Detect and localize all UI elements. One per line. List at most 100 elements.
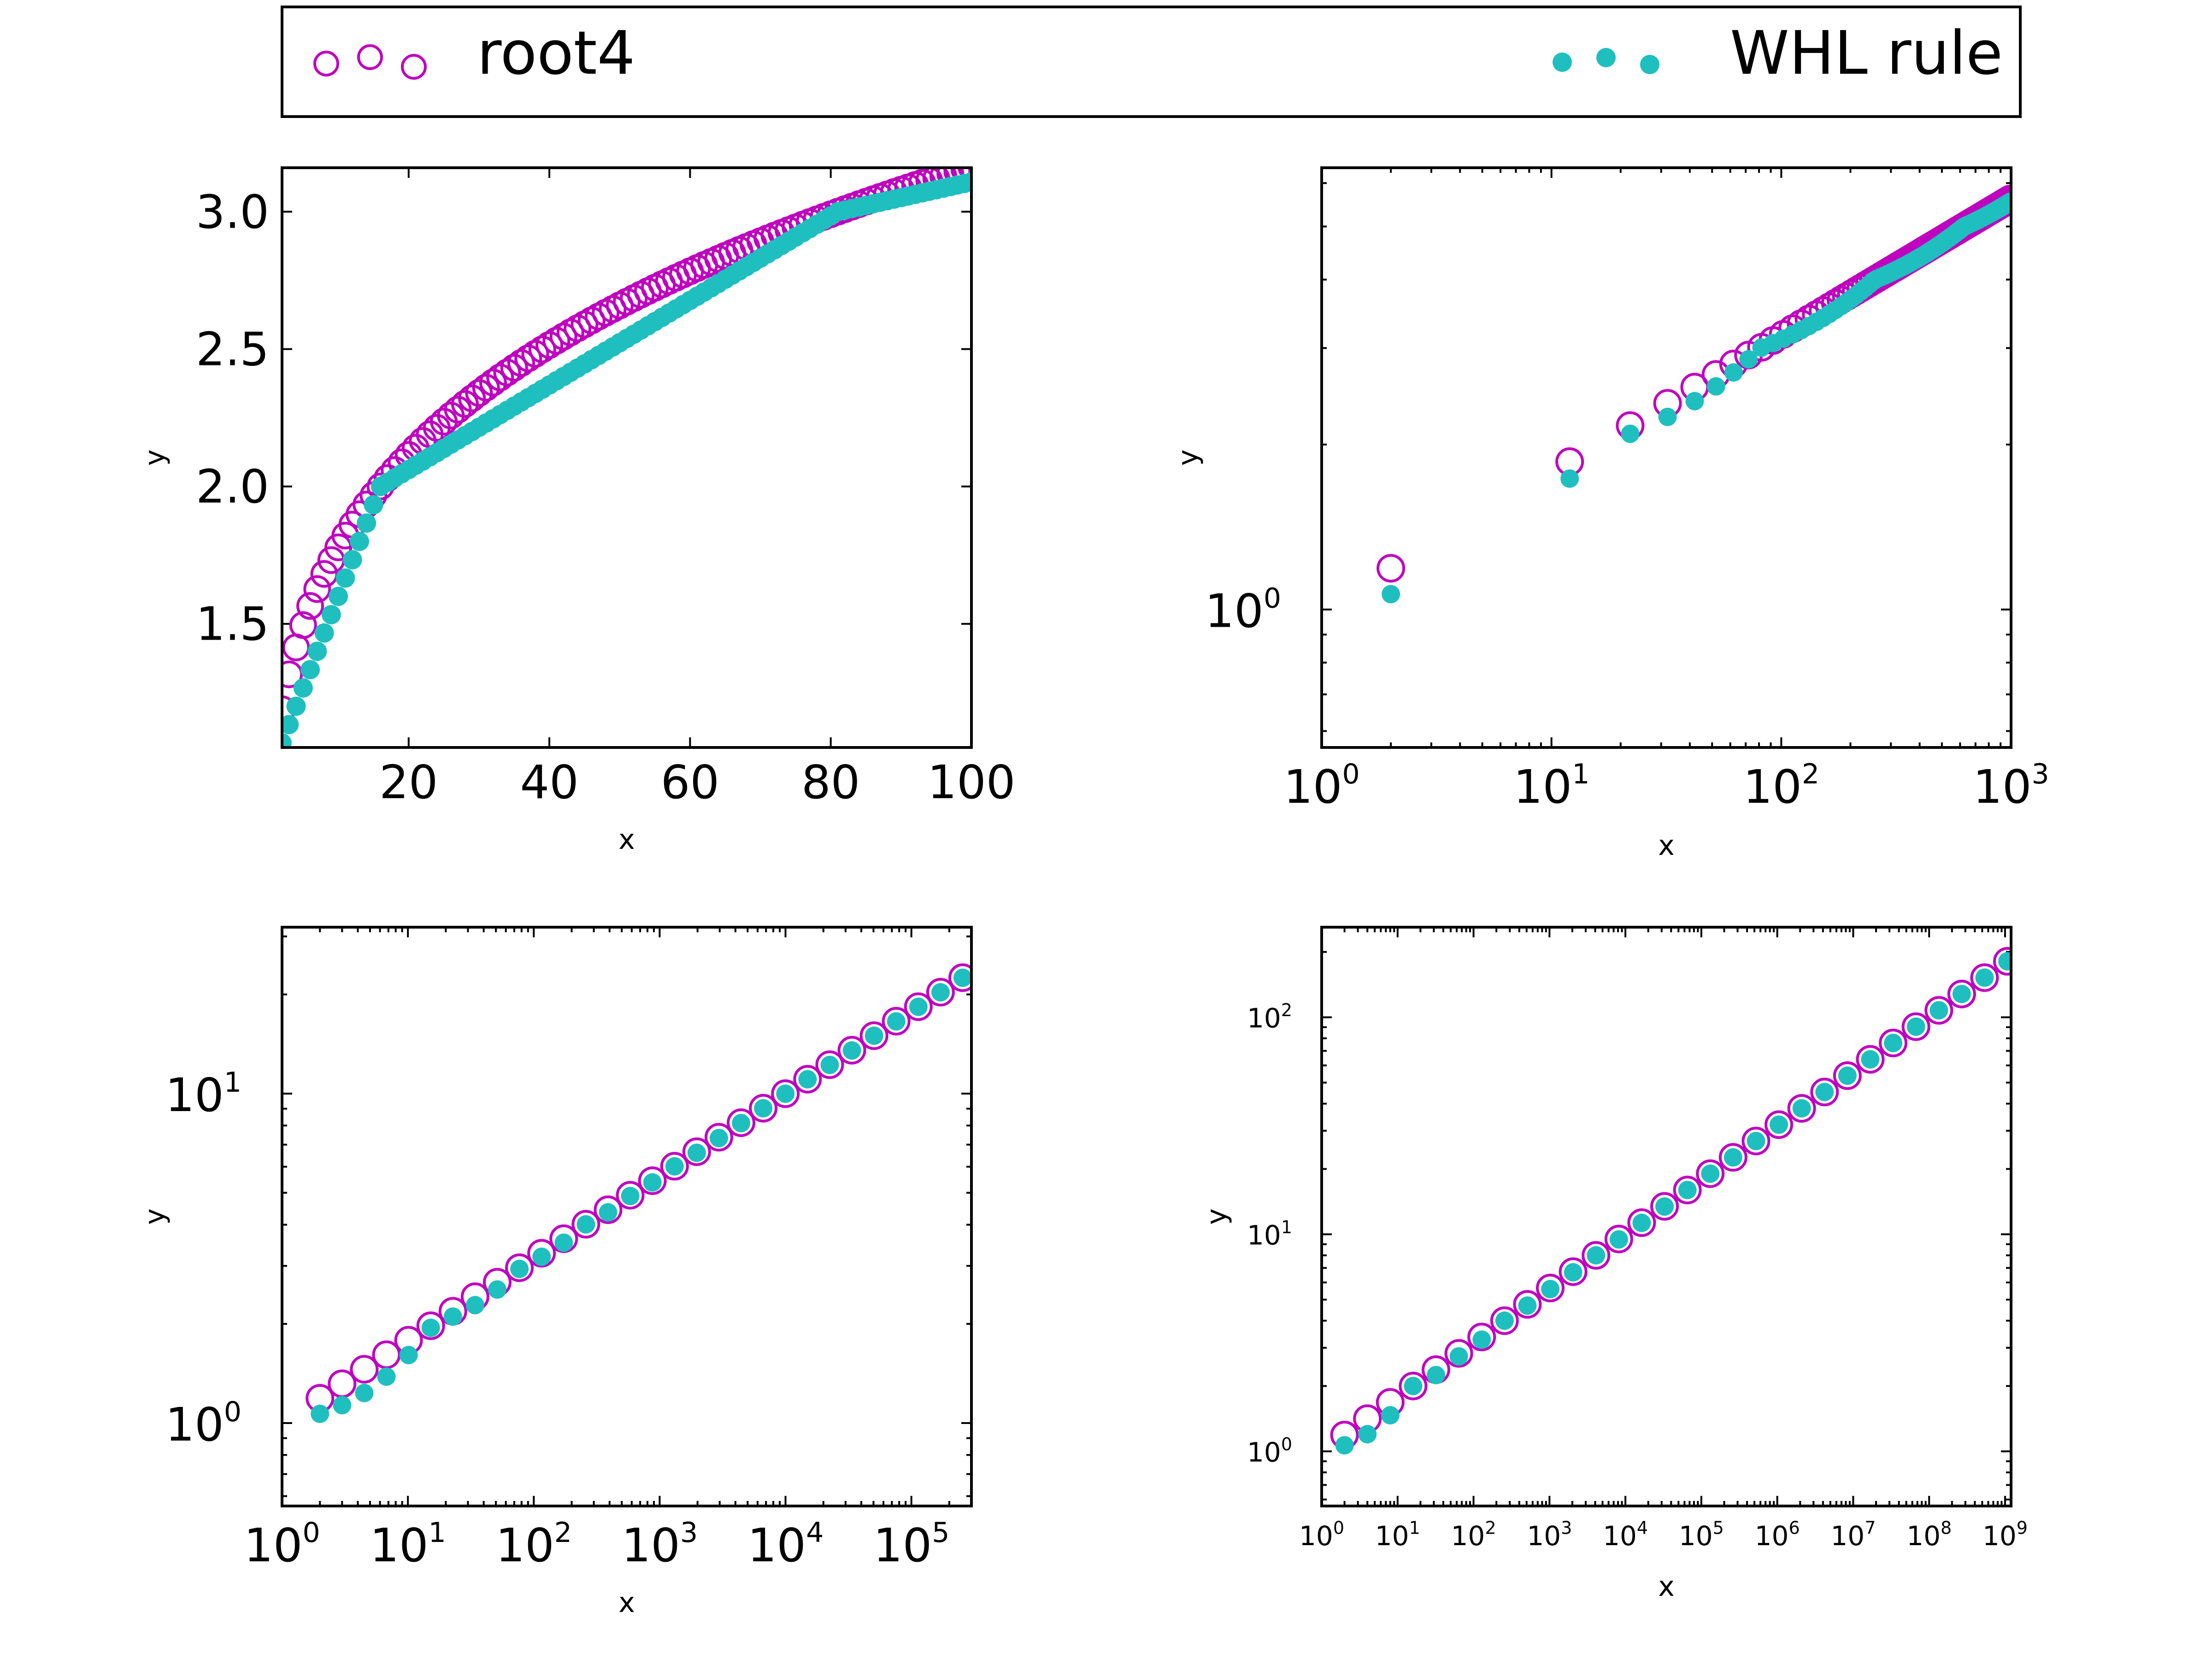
whl-point [1815, 1082, 1834, 1101]
plot-area [306, 958, 971, 1423]
x-tick-label: 101 [1375, 1518, 1420, 1552]
root4-point [527, 1239, 556, 1268]
x-tick-label: 105 [873, 1517, 949, 1572]
root4-point [479, 368, 507, 396]
whl-point [355, 1383, 374, 1402]
root4-point [507, 349, 535, 377]
x-tick-label: 107 [1830, 1518, 1876, 1552]
whl-point [1701, 1164, 1720, 1183]
whl-point [1472, 1330, 1491, 1349]
x-tick-label: 108 [1906, 1518, 1952, 1552]
whl-point [887, 1012, 906, 1031]
whl-point [465, 1296, 484, 1315]
whl-point [820, 1055, 839, 1074]
x-tick-label: 20 [379, 755, 438, 809]
whl-point [421, 1318, 440, 1337]
root4-point [472, 374, 500, 402]
x-axis-label: x [618, 1587, 635, 1619]
root4-point [282, 660, 303, 688]
root4-point [859, 1021, 888, 1050]
whl-point [577, 1215, 595, 1234]
whl-point [1906, 1017, 1925, 1036]
y-tick-label: 100 [1205, 582, 1281, 638]
x-axis-label: x [618, 824, 635, 856]
whl-point [798, 1070, 817, 1089]
whl-point [709, 1129, 728, 1147]
root4-point [542, 327, 571, 355]
whl-point [1998, 952, 2011, 971]
root4-point [1718, 1143, 1747, 1172]
root4-point [926, 978, 955, 1007]
whl-point [2001, 192, 2011, 211]
whl-point [1381, 1406, 1400, 1425]
whl-point [333, 1396, 352, 1415]
whl-point [621, 1187, 640, 1206]
whl-point [282, 715, 299, 735]
whl-point [1747, 1131, 1765, 1150]
root4-point [904, 992, 933, 1021]
whl-point [554, 1233, 573, 1252]
root4-point [749, 1094, 778, 1123]
root4-point [514, 344, 542, 372]
y-axis-label: y [1172, 449, 1204, 466]
root4-point [571, 1210, 600, 1239]
root4-point [1444, 1339, 1473, 1368]
whl-point [1685, 392, 1704, 411]
y-axis-label: y [139, 1208, 171, 1225]
whl-point [1404, 1377, 1423, 1395]
subplot-bottom-right: 100 101 102 103 104 105 106 107 108 109 100 101 102 x… [1200, 926, 2028, 1603]
whl-point [349, 531, 369, 551]
whl-point [1724, 1148, 1742, 1167]
root4-point [660, 1152, 689, 1181]
x-tick-label: 100 [1283, 758, 1359, 814]
whl-point [665, 1157, 684, 1176]
whl-point [1861, 1050, 1880, 1069]
whl-point [532, 1247, 551, 1266]
whl-point [364, 495, 383, 515]
root4-point [1673, 1176, 1702, 1205]
root4-point [1947, 979, 1976, 1008]
root4-point [704, 1123, 733, 1152]
whl-point [1541, 1280, 1560, 1299]
x-tick-label: 104 [747, 1517, 824, 1572]
whl-point [342, 550, 362, 570]
root4-point [1787, 1094, 1816, 1123]
root4-point [571, 310, 599, 338]
whl-point [510, 1259, 529, 1278]
whl-point [399, 1346, 418, 1365]
whl-point [1495, 1311, 1514, 1330]
root4-point [1696, 1159, 1725, 1188]
root4-point [793, 1065, 822, 1094]
root4-point [1765, 1110, 1794, 1139]
root4-point [616, 1181, 645, 1210]
x-tick-label: 104 [1603, 1518, 1648, 1552]
y-axis-label: y [139, 449, 171, 466]
whl-point [335, 568, 355, 588]
whl-point [1975, 968, 1994, 987]
x-tick-label: 100 [244, 1517, 320, 1572]
root4-point [289, 611, 317, 639]
root4-point [303, 575, 331, 603]
whl-point [732, 1114, 751, 1133]
legend-marker-whl [1553, 48, 1659, 74]
whl-point [329, 587, 348, 606]
x-tick-label: 105 [1679, 1518, 1724, 1552]
y-tick-label: 102 [1247, 1000, 1292, 1034]
root4-point [505, 1253, 534, 1282]
root4-point [549, 323, 577, 351]
root4-point [638, 1166, 667, 1195]
whl-point [599, 1203, 618, 1222]
root4-point [815, 1050, 844, 1079]
whl-point [1952, 984, 1971, 1003]
whl-point [931, 983, 950, 1002]
x-tick-label: 101 [1513, 758, 1589, 814]
root4-point [1627, 1208, 1656, 1237]
whl-point [1560, 469, 1579, 488]
root4-point [556, 318, 584, 347]
root4-point [1970, 963, 1999, 992]
whl-point [1724, 363, 1743, 382]
root4-point [350, 1355, 379, 1384]
x-axis-label: x [1658, 830, 1675, 862]
x-tick-label: 109 [1983, 1518, 2028, 1552]
